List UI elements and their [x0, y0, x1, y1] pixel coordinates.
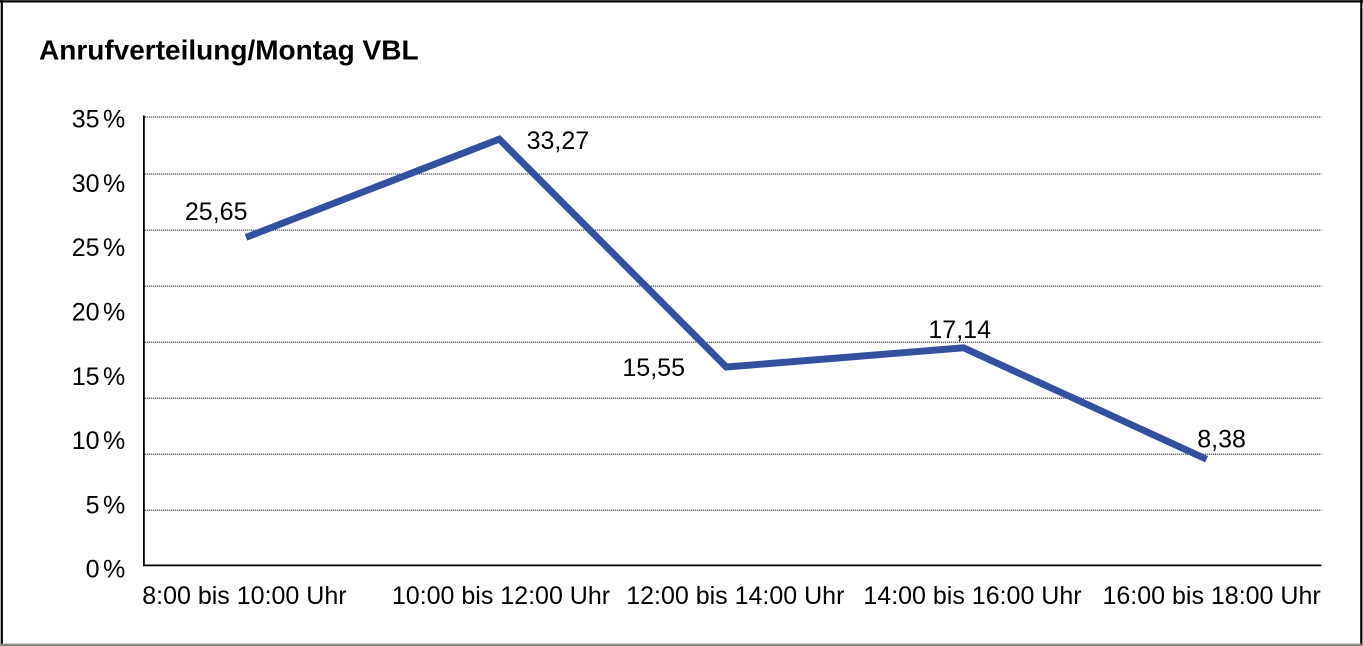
svg-text:35 %: 35 % [72, 106, 125, 134]
svg-text:10 %: 10 % [72, 427, 125, 455]
svg-text:15 %: 15 % [72, 363, 125, 391]
svg-text:8,38: 8,38 [1197, 425, 1246, 453]
svg-text:Anrufverteilung/Montag VBL: Anrufverteilung/Montag VBL [39, 34, 419, 65]
svg-text:20 %: 20 % [72, 299, 125, 327]
svg-text:12:00 bis 14:00 Uhr: 12:00 bis 14:00 Uhr [626, 582, 844, 610]
svg-text:8:00 bis 10:00 Uhr: 8:00 bis 10:00 Uhr [142, 582, 346, 610]
svg-text:10:00 bis 12:00 Uhr: 10:00 bis 12:00 Uhr [392, 582, 610, 610]
svg-text:33,27: 33,27 [527, 127, 590, 155]
svg-text:16:00 bis 18:00 Uhr: 16:00 bis 18:00 Uhr [1102, 582, 1320, 610]
svg-text:14:00 bis 16:00 Uhr: 14:00 bis 16:00 Uhr [863, 582, 1081, 610]
svg-text:30 %: 30 % [72, 170, 125, 198]
svg-text:5 %: 5 % [86, 491, 126, 519]
svg-text:0 %: 0 % [86, 556, 126, 584]
svg-text:25,65: 25,65 [185, 198, 248, 226]
svg-text:25 %: 25 % [72, 234, 125, 262]
svg-text:15,55: 15,55 [622, 354, 685, 382]
svg-text:17,14: 17,14 [928, 316, 991, 344]
